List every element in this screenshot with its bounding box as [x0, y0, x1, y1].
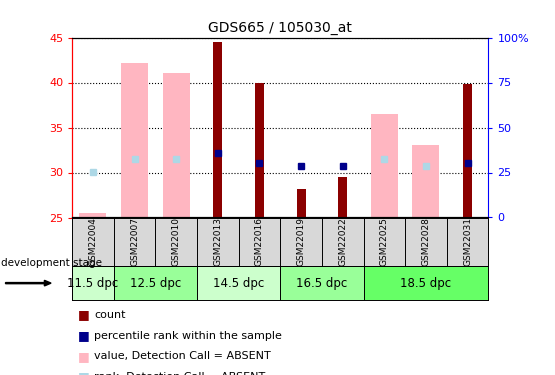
Text: development stage: development stage	[1, 258, 102, 267]
Bar	[213, 42, 223, 218]
Text: ■: ■	[78, 309, 89, 321]
Text: ■: ■	[78, 350, 89, 363]
Bar	[79, 213, 107, 217]
Bar	[121, 63, 148, 217]
Text: GSM22028: GSM22028	[421, 217, 431, 266]
Text: GSM22004: GSM22004	[88, 217, 98, 266]
Text: count: count	[94, 310, 126, 320]
Text: GSM22019: GSM22019	[296, 217, 306, 266]
Text: ■: ■	[78, 370, 89, 375]
Bar	[371, 114, 398, 218]
Bar	[296, 189, 306, 218]
Text: value, Detection Call = ABSENT: value, Detection Call = ABSENT	[94, 351, 271, 361]
Text: GSM22031: GSM22031	[463, 217, 472, 266]
Text: 14.5 dpc: 14.5 dpc	[213, 277, 264, 290]
Bar	[412, 145, 440, 218]
Text: GSM22010: GSM22010	[171, 217, 181, 266]
Title: GDS665 / 105030_at: GDS665 / 105030_at	[208, 21, 352, 35]
Bar	[197, 266, 280, 300]
Text: rank, Detection Call = ABSENT: rank, Detection Call = ABSENT	[94, 372, 266, 375]
Bar	[72, 266, 114, 300]
Text: 18.5 dpc: 18.5 dpc	[400, 277, 452, 290]
Text: GSM22016: GSM22016	[255, 217, 264, 266]
Text: GSM22022: GSM22022	[338, 217, 347, 266]
Bar	[255, 82, 264, 218]
Text: 16.5 dpc: 16.5 dpc	[296, 277, 347, 290]
Bar	[364, 266, 488, 300]
Bar	[463, 84, 472, 218]
Text: GSM22007: GSM22007	[130, 217, 139, 266]
Bar	[114, 266, 197, 300]
Bar	[338, 177, 347, 218]
Text: percentile rank within the sample: percentile rank within the sample	[94, 331, 282, 340]
Bar	[163, 73, 190, 217]
Text: GSM22025: GSM22025	[380, 217, 389, 266]
Text: GSM22013: GSM22013	[213, 217, 223, 266]
Bar	[280, 266, 364, 300]
Text: 11.5 dpc: 11.5 dpc	[67, 277, 119, 290]
Text: ■: ■	[78, 329, 89, 342]
Text: 12.5 dpc: 12.5 dpc	[130, 277, 181, 290]
